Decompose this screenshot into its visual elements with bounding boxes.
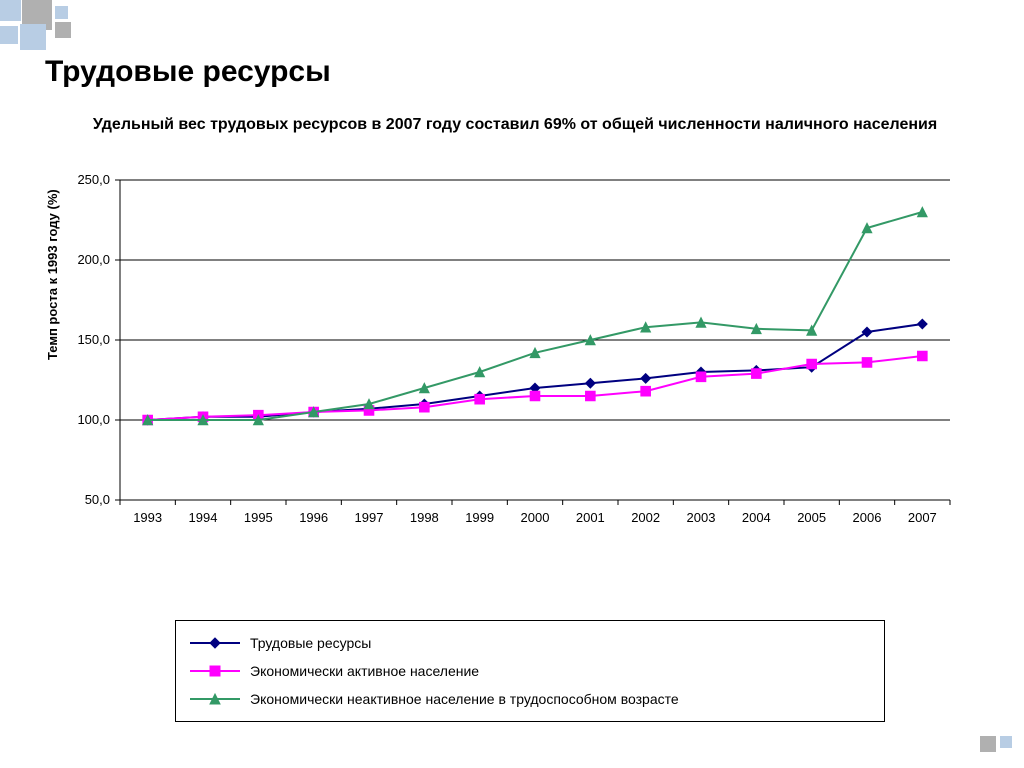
decoration-bottom-right bbox=[980, 736, 1020, 766]
legend-item: Экономически активное население bbox=[190, 657, 870, 685]
decoration-square bbox=[55, 22, 71, 38]
svg-text:2004: 2004 bbox=[742, 510, 771, 525]
svg-text:2001: 2001 bbox=[576, 510, 605, 525]
legend-swatch bbox=[190, 635, 240, 651]
decoration-top-left bbox=[0, 0, 90, 60]
svg-text:2003: 2003 bbox=[687, 510, 716, 525]
slide: Трудовые ресурсы Удельный вес трудовых р… bbox=[0, 0, 1024, 768]
line-chart: 50,0 100,0 150,0 200,0 250,0 1993 1994 1995 1996… bbox=[50, 170, 970, 610]
svg-text:2005: 2005 bbox=[797, 510, 826, 525]
svg-text:1997: 1997 bbox=[355, 510, 384, 525]
svg-text:50,0: 50,0 bbox=[85, 492, 110, 507]
svg-text:250,0: 250,0 bbox=[77, 172, 110, 187]
svg-text:200,0: 200,0 bbox=[77, 252, 110, 267]
decoration-square bbox=[20, 24, 46, 50]
svg-text:1995: 1995 bbox=[244, 510, 273, 525]
legend-label: Трудовые ресурсы bbox=[250, 635, 371, 651]
decoration-square bbox=[1000, 736, 1012, 748]
svg-text:2002: 2002 bbox=[631, 510, 660, 525]
chart-legend: Трудовые ресурсы Экономически активное на… bbox=[175, 620, 885, 722]
legend-item: Трудовые ресурсы bbox=[190, 629, 870, 657]
svg-text:1994: 1994 bbox=[189, 510, 218, 525]
chart-container: Темп роста к 1993 году (%) 50,0100,0150,… bbox=[50, 170, 970, 610]
decoration-square bbox=[980, 736, 996, 752]
svg-text:100,0: 100,0 bbox=[77, 412, 110, 427]
svg-text:2007: 2007 bbox=[908, 510, 937, 525]
legend-item: Экономически неактивное население в труд… bbox=[190, 685, 870, 713]
svg-text:1996: 1996 bbox=[299, 510, 328, 525]
svg-text:1993: 1993 bbox=[133, 510, 162, 525]
legend-label: Экономически неактивное население в труд… bbox=[250, 691, 679, 707]
svg-text:1998: 1998 bbox=[410, 510, 439, 525]
svg-text:1999: 1999 bbox=[465, 510, 494, 525]
slide-title: Трудовые ресурсы bbox=[45, 55, 331, 89]
slide-subtitle: Удельный вес трудовых ресурсов в 2007 го… bbox=[80, 115, 950, 136]
legend-swatch bbox=[190, 663, 240, 679]
decoration-square bbox=[0, 26, 18, 44]
svg-text:150,0: 150,0 bbox=[77, 332, 110, 347]
decoration-square bbox=[55, 6, 68, 19]
svg-text:2006: 2006 bbox=[853, 510, 882, 525]
decoration-square bbox=[0, 0, 21, 21]
svg-text:2000: 2000 bbox=[521, 510, 550, 525]
legend-swatch bbox=[190, 691, 240, 707]
legend-label: Экономически активное население bbox=[250, 663, 479, 679]
